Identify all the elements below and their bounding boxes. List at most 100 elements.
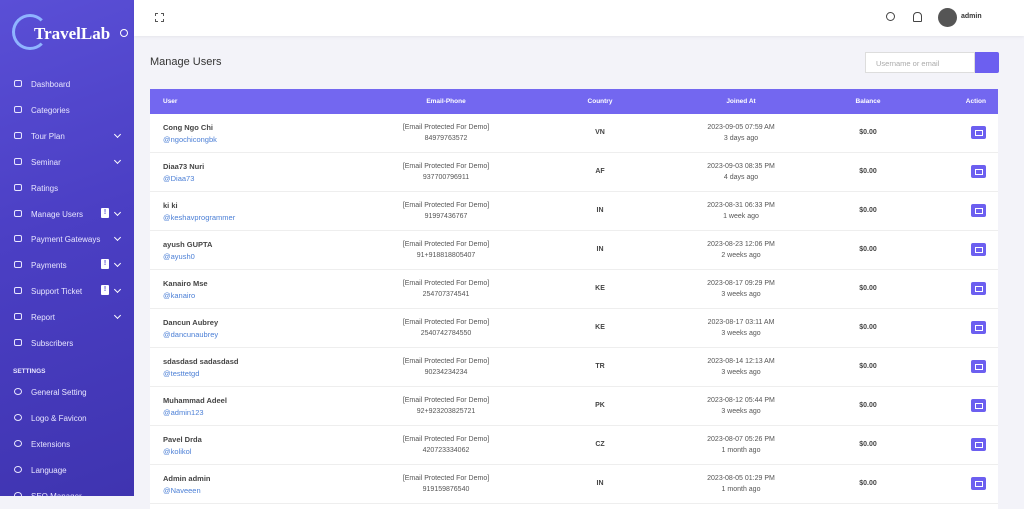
menu-label: Language	[31, 465, 67, 475]
menu-icon	[14, 209, 22, 217]
joined-ago: 3 days ago	[723, 135, 759, 142]
user-handle[interactable]: @admin123	[163, 408, 204, 417]
menu-label: Ratings	[31, 183, 59, 193]
table-row: Diaa73 Nuri @Diaa73 [Email Protected For D…	[150, 153, 998, 192]
joined-ago: 2 weeks ago	[721, 252, 761, 259]
menu-item[interactable]: Report	[0, 307, 134, 327]
balance: $0.00	[859, 129, 877, 136]
menu-icon	[14, 439, 22, 447]
user-handle[interactable]: @Diaa73	[163, 174, 195, 183]
menu-item[interactable]: Categories	[0, 100, 134, 120]
menu-label: Report	[31, 313, 56, 323]
email: [Email Protected For Demo]	[402, 475, 490, 482]
user-handle[interactable]: @ayush0	[163, 252, 195, 261]
menu-item[interactable]: SEO Manager	[0, 486, 134, 496]
joined-date: 2023-08-05 01:29 PM	[707, 475, 775, 482]
menu-icon	[14, 287, 22, 295]
balance: $0.00	[859, 246, 877, 253]
column-header: Action	[965, 98, 986, 105]
user-handle[interactable]: @ngochicongbk	[163, 135, 217, 144]
menu-item[interactable]: Tour Plan	[0, 126, 134, 146]
joined-date: 2023-08-12 05:44 PM	[707, 397, 775, 404]
phone: 919159876540	[422, 486, 470, 493]
menu-item[interactable]: Dashboard	[0, 74, 134, 94]
menu-label: Logo & Favicon	[31, 413, 87, 423]
user-name[interactable]: admin	[961, 13, 982, 20]
table-row: Kanairo Mse @kanairo [Email Protected For …	[150, 270, 998, 309]
menu-item[interactable]: Seminar	[0, 152, 134, 172]
chevron	[113, 208, 122, 216]
column-header: Country	[587, 98, 613, 105]
details-button[interactable]	[971, 399, 986, 412]
phone: 84979763572	[424, 135, 468, 142]
menu-item[interactable]: Support Ticket!	[0, 281, 134, 301]
email: [Email Protected For Demo]	[402, 358, 490, 365]
notification-icon[interactable]	[913, 12, 922, 22]
phone: 420723334062	[422, 447, 470, 454]
page-title: Manage Users	[150, 56, 222, 68]
country: TR	[595, 363, 605, 370]
menu-item[interactable]: Ratings	[0, 178, 134, 198]
search-button[interactable]	[975, 52, 999, 73]
menu-item[interactable]: Manage Users!	[0, 204, 134, 224]
table-row: ayush GUPTA @ayush0 [Email Protected For D…	[150, 231, 998, 270]
user-name: Diaa73 Nuri	[163, 162, 205, 171]
menu-item[interactable]: Subscribers	[0, 333, 134, 353]
menu-item[interactable]: General Setting	[0, 382, 134, 402]
table-row: sdasdasd sadasdasd @testtetgd [Email Prote…	[150, 348, 998, 387]
balance: $0.00	[859, 207, 877, 214]
menu-item[interactable]: Language	[0, 460, 134, 480]
user-name: Cong Ngo Chi	[163, 123, 213, 132]
menu-item[interactable]: Extensions	[0, 434, 134, 454]
menu-label: Payments	[31, 261, 67, 271]
details-button[interactable]	[971, 477, 986, 490]
logo[interactable]: TravelLab	[34, 24, 111, 43]
user-handle[interactable]: @kolikol	[163, 447, 192, 456]
menu-item[interactable]: Logo & Favicon	[0, 408, 134, 428]
email: [Email Protected For Demo]	[402, 241, 490, 248]
sidebar-toggle[interactable]	[120, 29, 128, 37]
joined-ago: 1 month ago	[721, 447, 761, 454]
menu-item[interactable]: Payments!	[0, 255, 134, 275]
search-input[interactable]: Username or email	[865, 52, 975, 73]
user-handle[interactable]: @Naveeen	[163, 486, 201, 495]
country: VN	[595, 129, 605, 136]
details-button[interactable]	[971, 360, 986, 373]
table-header: User Email-Phone Country Joined At Balance Ac…	[150, 89, 998, 114]
logo-icon	[12, 14, 48, 50]
email: [Email Protected For Demo]	[402, 319, 490, 326]
user-handle[interactable]: @keshavprogrammer	[163, 213, 236, 222]
details-button[interactable]	[971, 321, 986, 334]
menu-item[interactable]: Payment Gateways	[0, 229, 134, 249]
user-handle[interactable]: @kanairo	[163, 291, 196, 300]
details-button[interactable]	[971, 243, 986, 256]
menu-label: Manage Users	[31, 209, 84, 219]
menu-badge: !	[101, 259, 109, 270]
details-button[interactable]	[971, 204, 986, 217]
details-button[interactable]	[971, 282, 986, 295]
phone: 91997436767	[424, 213, 468, 220]
table-row: Cong Ngo Chi @ngochicongbk [Email Protecte…	[150, 114, 998, 153]
collapse-icon[interactable]	[155, 13, 164, 22]
details-button[interactable]	[971, 165, 986, 178]
user-handle[interactable]: @dancunaubrey	[163, 330, 219, 339]
chevron	[113, 156, 122, 164]
menu-icon	[14, 313, 22, 321]
user-handle[interactable]: @testtetgd	[163, 369, 200, 378]
menu-icon	[14, 235, 22, 243]
balance: $0.00	[859, 324, 877, 331]
menu-icon	[14, 491, 22, 496]
chevron	[113, 234, 122, 242]
menu-label: Categories	[31, 105, 70, 115]
details-button[interactable]	[971, 126, 986, 139]
avatar[interactable]	[938, 8, 957, 27]
search-icon[interactable]	[886, 12, 895, 21]
country: KE	[595, 285, 605, 292]
menu-icon	[14, 413, 22, 421]
column-header: Balance	[855, 98, 881, 105]
phone: 90234234234	[424, 369, 468, 376]
joined-date: 2023-09-05 07:59 AM	[707, 124, 775, 131]
details-button[interactable]	[971, 438, 986, 451]
user-name: Kanairo Mse	[163, 279, 208, 288]
user-name: Dancun Aubrey	[163, 318, 219, 327]
